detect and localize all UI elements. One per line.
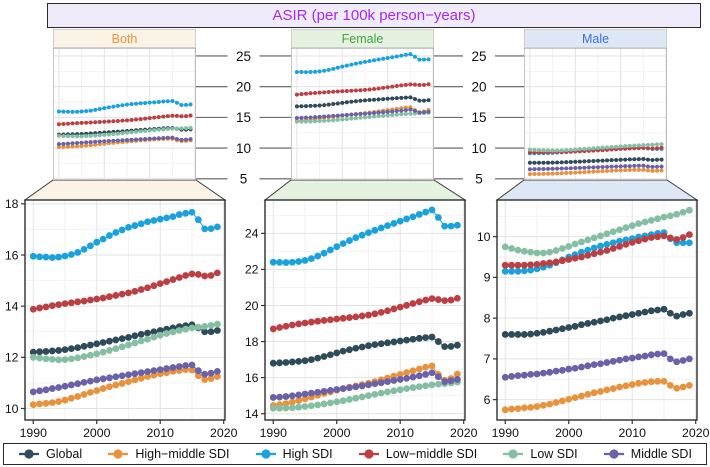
svg-text:18: 18: [245, 335, 259, 349]
legend-item-low-middle-sdi: Low−middle SDI: [358, 447, 477, 461]
svg-text:10: 10: [236, 141, 251, 156]
svg-text:2000: 2000: [555, 426, 583, 440]
svg-text:15: 15: [236, 110, 251, 125]
global-marker-icon: [19, 449, 39, 459]
svg-text:7: 7: [484, 352, 491, 366]
legend-item-middle-sdi: Middle SDI: [603, 447, 692, 461]
svg-text:22: 22: [245, 263, 259, 277]
svg-text:2000: 2000: [323, 426, 351, 440]
legend-item-high-sdi: High SDI: [255, 447, 333, 461]
svg-text:10: 10: [471, 141, 486, 156]
overview-chart-both: [53, 48, 196, 180]
detail-chart-female: 14 16 18 20 22 24 1990 2000 2010 2020: [245, 199, 478, 440]
svg-text:5: 5: [475, 172, 483, 187]
svg-text:24: 24: [245, 227, 259, 241]
detail-chart-both: 10 12 14 16 18 1990 2000 2010 2020: [5, 197, 238, 440]
overview-chart-male: [524, 48, 667, 180]
legend-item-global: Global: [18, 447, 82, 461]
svg-text:2010: 2010: [387, 426, 415, 440]
svg-text:20: 20: [471, 79, 486, 94]
shared-y-axis-right: 5 10 15 20 25: [434, 49, 524, 187]
svg-text:16: 16: [245, 371, 259, 385]
svg-text:2020: 2020: [682, 426, 710, 440]
middle-sdi-marker-icon: [603, 449, 624, 459]
svg-text:16: 16: [5, 248, 19, 262]
figure-title: ASIR (per 100k person−years): [47, 3, 701, 28]
legend-label: Low SDI: [530, 447, 578, 461]
legend-item-high-middle-sdi: High−middle SDI: [107, 447, 229, 461]
svg-text:12: 12: [5, 351, 19, 365]
svg-text:1990: 1990: [492, 426, 520, 440]
svg-text:8: 8: [484, 311, 491, 325]
high-sdi-marker-icon: [255, 449, 276, 459]
low-sdi-marker-icon: [503, 449, 524, 459]
low-middle-sdi-marker-icon: [358, 449, 379, 459]
svg-text:25: 25: [471, 49, 486, 64]
svg-text:2010: 2010: [147, 426, 175, 440]
legend-label: Middle SDI: [630, 447, 692, 461]
svg-text:14: 14: [5, 299, 19, 313]
svg-text:10: 10: [477, 230, 491, 244]
legend-label: Low−middle SDI: [385, 447, 478, 461]
legend: Global High−middle SDI High SDI Low−midd…: [3, 443, 707, 465]
legend-item-low-sdi: Low SDI: [502, 447, 578, 461]
svg-text:20: 20: [245, 299, 259, 313]
legend-label: High−middle SDI: [135, 447, 230, 461]
svg-text:1990: 1990: [260, 426, 288, 440]
svg-text:2020: 2020: [210, 426, 238, 440]
legend-label: Global: [46, 447, 83, 461]
shared-y-axis-left: 5 10 15 20 25: [196, 49, 291, 187]
svg-text:2020: 2020: [450, 426, 478, 440]
high-middle-sdi-marker-icon: [108, 449, 129, 459]
svg-text:18: 18: [5, 197, 19, 211]
svg-text:14: 14: [245, 407, 259, 421]
svg-text:20: 20: [236, 79, 251, 94]
svg-text:10: 10: [5, 402, 19, 416]
svg-text:1990: 1990: [20, 426, 48, 440]
svg-text:25: 25: [236, 49, 251, 64]
overview-chart-female: [291, 48, 434, 180]
svg-text:5: 5: [240, 172, 248, 187]
svg-text:2000: 2000: [83, 426, 111, 440]
svg-text:6: 6: [484, 393, 491, 407]
svg-text:2010: 2010: [619, 426, 647, 440]
svg-text:9: 9: [484, 271, 491, 285]
svg-text:15: 15: [471, 110, 486, 125]
legend-label: High SDI: [282, 447, 333, 461]
detail-chart-male: 6 7 8 9 10 1990 2000 2010 2020: [477, 199, 710, 440]
